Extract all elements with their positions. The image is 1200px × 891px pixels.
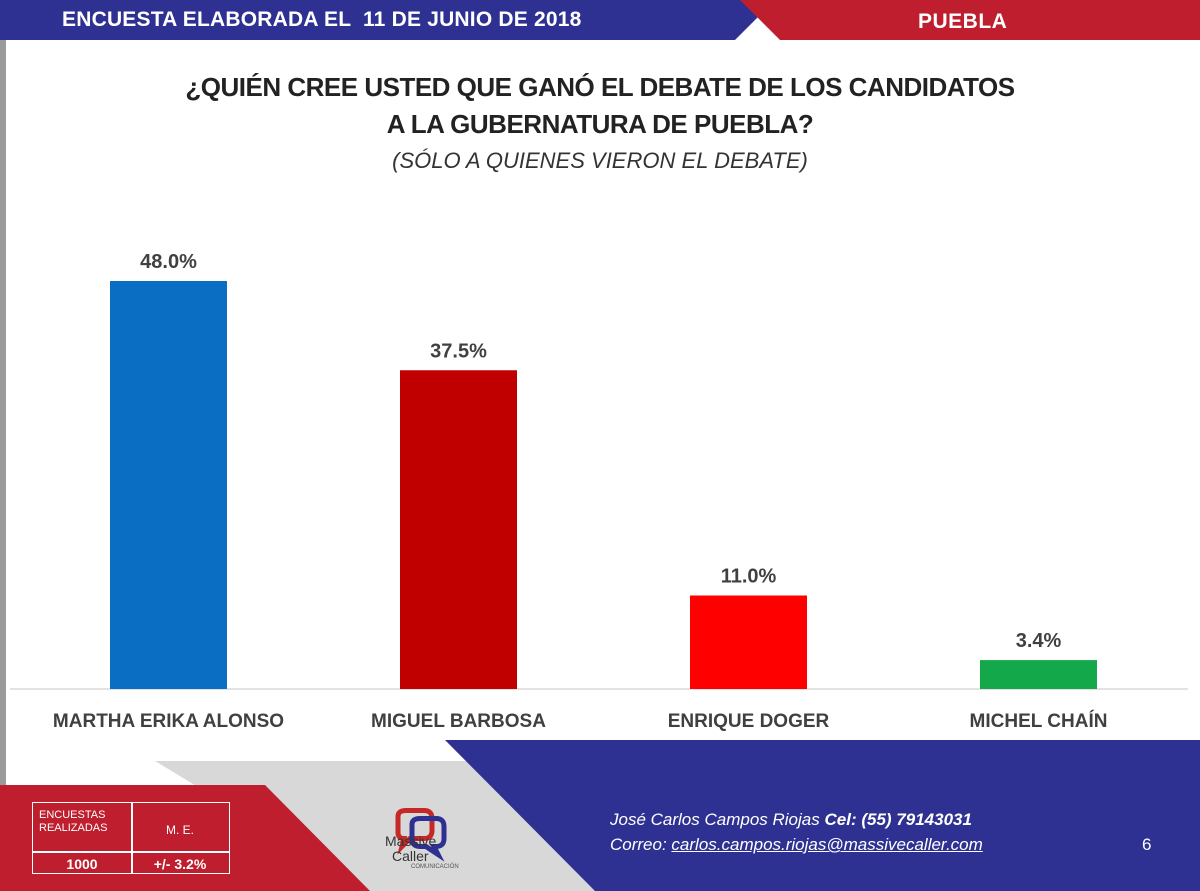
contact-line-name: José Carlos Campos Riojas Cel: (55) 7914… — [610, 810, 972, 830]
contact-phone: (55) 79143031 — [861, 810, 972, 829]
chart-title-line1: ¿QUIÉN CREE USTED QUE GANÓ EL DEBATE DE … — [185, 72, 1015, 102]
surveys-label: ENCUESTAS REALIZADAS — [39, 809, 108, 834]
contact-email-label: Correo: — [610, 835, 667, 854]
bar-2 — [400, 370, 517, 689]
stats-divider-horizontal — [33, 851, 229, 853]
bar-value-label-2: 37.5% — [430, 340, 487, 362]
surveys-value: 1000 — [66, 856, 98, 872]
logo-text-massive: Massive — [385, 833, 437, 849]
category-label-4: MICHEL CHAÍN — [970, 710, 1108, 732]
footer-band — [0, 740, 1200, 891]
category-label-2: MIGUEL BARBOSA — [371, 711, 546, 732]
chart-title-line2: A LA GUBERNATURA DE PUEBLA? — [386, 109, 814, 139]
logo-text-tagline: COMUNICACIÓN — [411, 864, 459, 870]
margin-of-error-value: +/- 3.2% — [153, 856, 207, 872]
page-number: 6 — [1142, 835, 1152, 854]
bar-1 — [110, 281, 227, 689]
survey-stats-box: ENCUESTAS REALIZADAS M. E. 1000 +/- 3.2% — [32, 802, 230, 874]
logo-text-caller: Caller — [392, 848, 429, 864]
contact-name: José Carlos Campos Riojas — [610, 810, 820, 829]
massive-caller-logo-icon — [395, 808, 447, 862]
chart-subtitle: (SÓLO A QUIENES VIERON EL DEBATE) — [392, 148, 808, 173]
bar-chart: 48.0% MARTHA ERIKA ALONSO 37.5% MIGUEL BARB… — [10, 251, 1188, 732]
header-band — [0, 0, 1200, 40]
contact-email-link[interactable]: carlos.campos.riojas@massivecaller.com — [671, 835, 983, 854]
left-edge-bar — [0, 0, 6, 891]
bar-value-label-4: 3.4% — [1016, 630, 1062, 652]
bar-value-label-1: 48.0% — [140, 251, 197, 273]
bar-3 — [690, 595, 807, 689]
margin-of-error-label: M. E. — [165, 823, 194, 837]
bar-4 — [980, 660, 1097, 689]
bar-value-label-3: 11.0% — [721, 566, 777, 588]
category-label-1: MARTHA ERIKA ALONSO — [53, 711, 284, 732]
region-label: PUEBLA — [918, 10, 1008, 33]
stats-divider-vertical — [131, 803, 133, 873]
contact-phone-label: Cel: — [824, 810, 857, 829]
category-label-3: ENRIQUE DOGER — [668, 711, 830, 732]
contact-line-email: Correo: carlos.campos.riojas@massivecall… — [610, 835, 983, 855]
survey-date-label: ENCUESTA ELABORADA EL 11 DE JUNIO DE 201… — [62, 8, 582, 31]
